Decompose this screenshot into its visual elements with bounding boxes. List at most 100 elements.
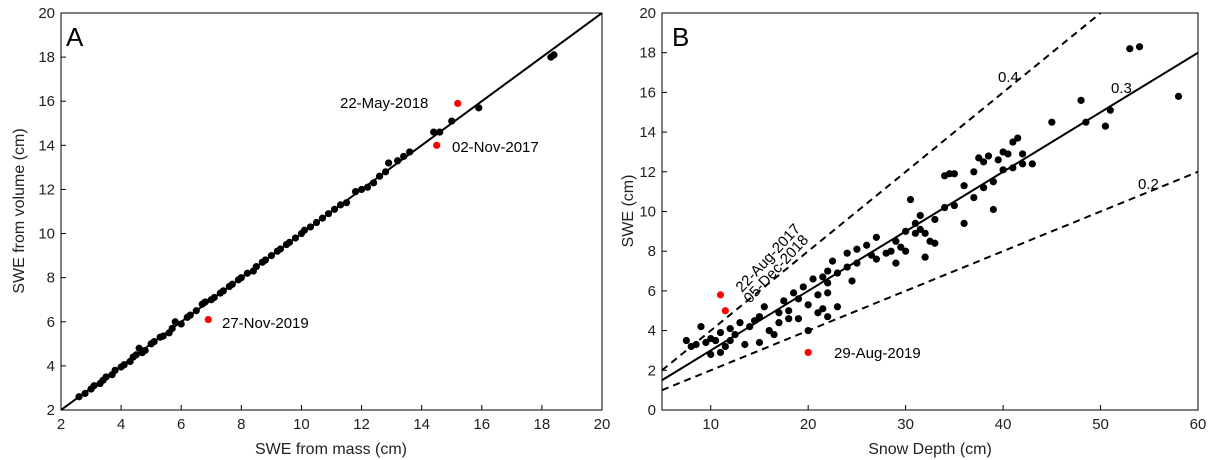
panel-a-y-tick-label: 12: [38, 181, 55, 198]
panel-a-y-tick-label: 2: [47, 402, 55, 419]
panel-b-data-point: [911, 219, 919, 228]
panel-a-data-point: [237, 274, 245, 282]
panel-b-x-axis-label: Snow Depth (cm): [868, 441, 992, 458]
panel-b-data-point: [746, 323, 754, 331]
panel-b-data-point: [726, 325, 734, 333]
panel-b-data-point: [941, 203, 949, 212]
annotation-29-aug-2019: 29-Aug-2019: [834, 345, 921, 362]
panel-a-y-tick-label: 16: [38, 93, 55, 110]
panel-b-data-point: [785, 307, 793, 315]
panel-b-data-point: [833, 303, 842, 311]
panel-a-data-point: [375, 172, 384, 180]
panel-b-data-point: [760, 303, 768, 311]
panel-a-data-point: [448, 117, 456, 125]
panel-b-data-point: [1077, 96, 1085, 104]
panel-a-x-tick-label: 14: [413, 416, 430, 433]
panel-a-data-point: [291, 234, 300, 242]
panel-b-data-point: [931, 239, 939, 247]
panel-a-data-point: [192, 307, 200, 315]
panel-b-data-point: [892, 237, 900, 245]
panel-a-data-point: [406, 148, 414, 156]
panel-a-x-tick-label: 16: [473, 416, 490, 433]
panel-a-x-tick-label: 4: [117, 416, 125, 433]
line-label-0-3: 0.3: [1111, 80, 1132, 97]
panel-b-data-point: [814, 291, 822, 299]
panel-b-plot-area: [661, 12, 1199, 411]
panel-b-data-point: [697, 323, 705, 331]
panel-b-data-point: [887, 247, 895, 255]
panel-a-y-tick-label: 20: [38, 5, 55, 22]
panel-a-letter: A: [66, 22, 84, 52]
panel-b-data-point: [902, 227, 910, 235]
panel-a-data-point: [132, 351, 140, 359]
annotation-27-nov-2019: 27-Nov-2019: [222, 315, 309, 332]
panel-b-data-point: [1082, 118, 1090, 126]
panel-b-data-point: [819, 273, 827, 281]
panel-a-data-point: [394, 157, 402, 165]
panel-b-data-point: [824, 279, 832, 287]
panel-b-highlight-point: [721, 307, 729, 315]
panel-b-data-point: [755, 313, 764, 321]
panel-b-data-point: [819, 305, 827, 313]
panel-b-data-point: [921, 229, 929, 237]
panel-a-data-point: [363, 183, 372, 191]
panel-b-x-tick-label: 30: [897, 416, 914, 433]
panel-b-x-tick-label: 20: [800, 416, 817, 433]
panel-a-highlight-point: [204, 315, 212, 324]
panel-b-x-tick-label: 10: [702, 416, 719, 433]
panel-a-data-point: [385, 159, 393, 167]
panel-a-data-point: [369, 179, 378, 187]
panel-a-y-axis-label: SWE from volume (cm): [11, 128, 28, 293]
panel-b-data-point: [931, 215, 939, 224]
panel-b-data-point: [775, 319, 783, 327]
panel-b-y-tick-label: 2: [648, 362, 656, 379]
panel-a-data-point: [141, 346, 149, 355]
panel-a-data-point: [228, 280, 236, 288]
panel-b-data-point: [731, 330, 739, 339]
panel-b-data-point: [867, 251, 876, 259]
panel-b-data-point: [984, 152, 993, 160]
panel-a-data-point: [177, 320, 185, 328]
panel-b-data-point: [970, 168, 978, 176]
panel-b-data-point: [785, 315, 793, 323]
panel-a-data-point: [306, 223, 315, 231]
panel-b-data-point: [906, 195, 915, 204]
panel-a-data-point: [168, 324, 176, 332]
panel-b-data-point: [902, 247, 910, 255]
panel-b-data-point: [980, 158, 988, 166]
panel-a-highlight-point: [433, 141, 441, 149]
panel-b-data-point: [950, 170, 958, 178]
panel-b-data-point: [765, 327, 773, 335]
panel-b-data-point: [780, 297, 788, 305]
panel-a-data-point: [150, 338, 158, 346]
panel-b-data-point: [843, 263, 851, 271]
panel-b-data-point: [916, 211, 924, 220]
panel-b-data-point: [809, 275, 817, 283]
panel-a-data-point: [330, 205, 339, 213]
panel-b-data-point: [824, 267, 832, 275]
panel-a-data-point: [81, 389, 89, 398]
panel-b-data-point: [736, 319, 744, 327]
panel-b-y-axis-label: SWE (cm): [620, 175, 637, 248]
panel-a-data-point: [430, 128, 438, 136]
panel-b-data-point: [989, 205, 997, 214]
panel-a-data-point: [111, 366, 119, 374]
panel-b-line-0-4-dashed: [662, 13, 1102, 372]
panel-b-data-point: [1174, 92, 1183, 100]
panel-a-data-point: [336, 201, 345, 209]
panel-a-data-point: [357, 185, 366, 194]
panel-b-data-point: [897, 243, 905, 251]
panel-a-y-tick-label: 6: [47, 314, 55, 331]
panel-a-data-point: [210, 293, 218, 302]
panel-b-data-point: [824, 313, 832, 321]
panel-b-data-point: [863, 241, 871, 249]
panel-b-data-point: [833, 269, 842, 277]
panel-b-data-point: [775, 309, 783, 317]
panel-b-data-point: [853, 245, 861, 253]
panel-a-data-point: [243, 269, 251, 277]
panel-a-data-point: [300, 226, 309, 234]
panel-b-y-tick-label: 6: [648, 283, 656, 300]
panel-a-data-point: [475, 104, 483, 112]
panel-b-line-0-2-dashed: [662, 170, 1198, 392]
panel-b-data-point: [970, 194, 978, 202]
